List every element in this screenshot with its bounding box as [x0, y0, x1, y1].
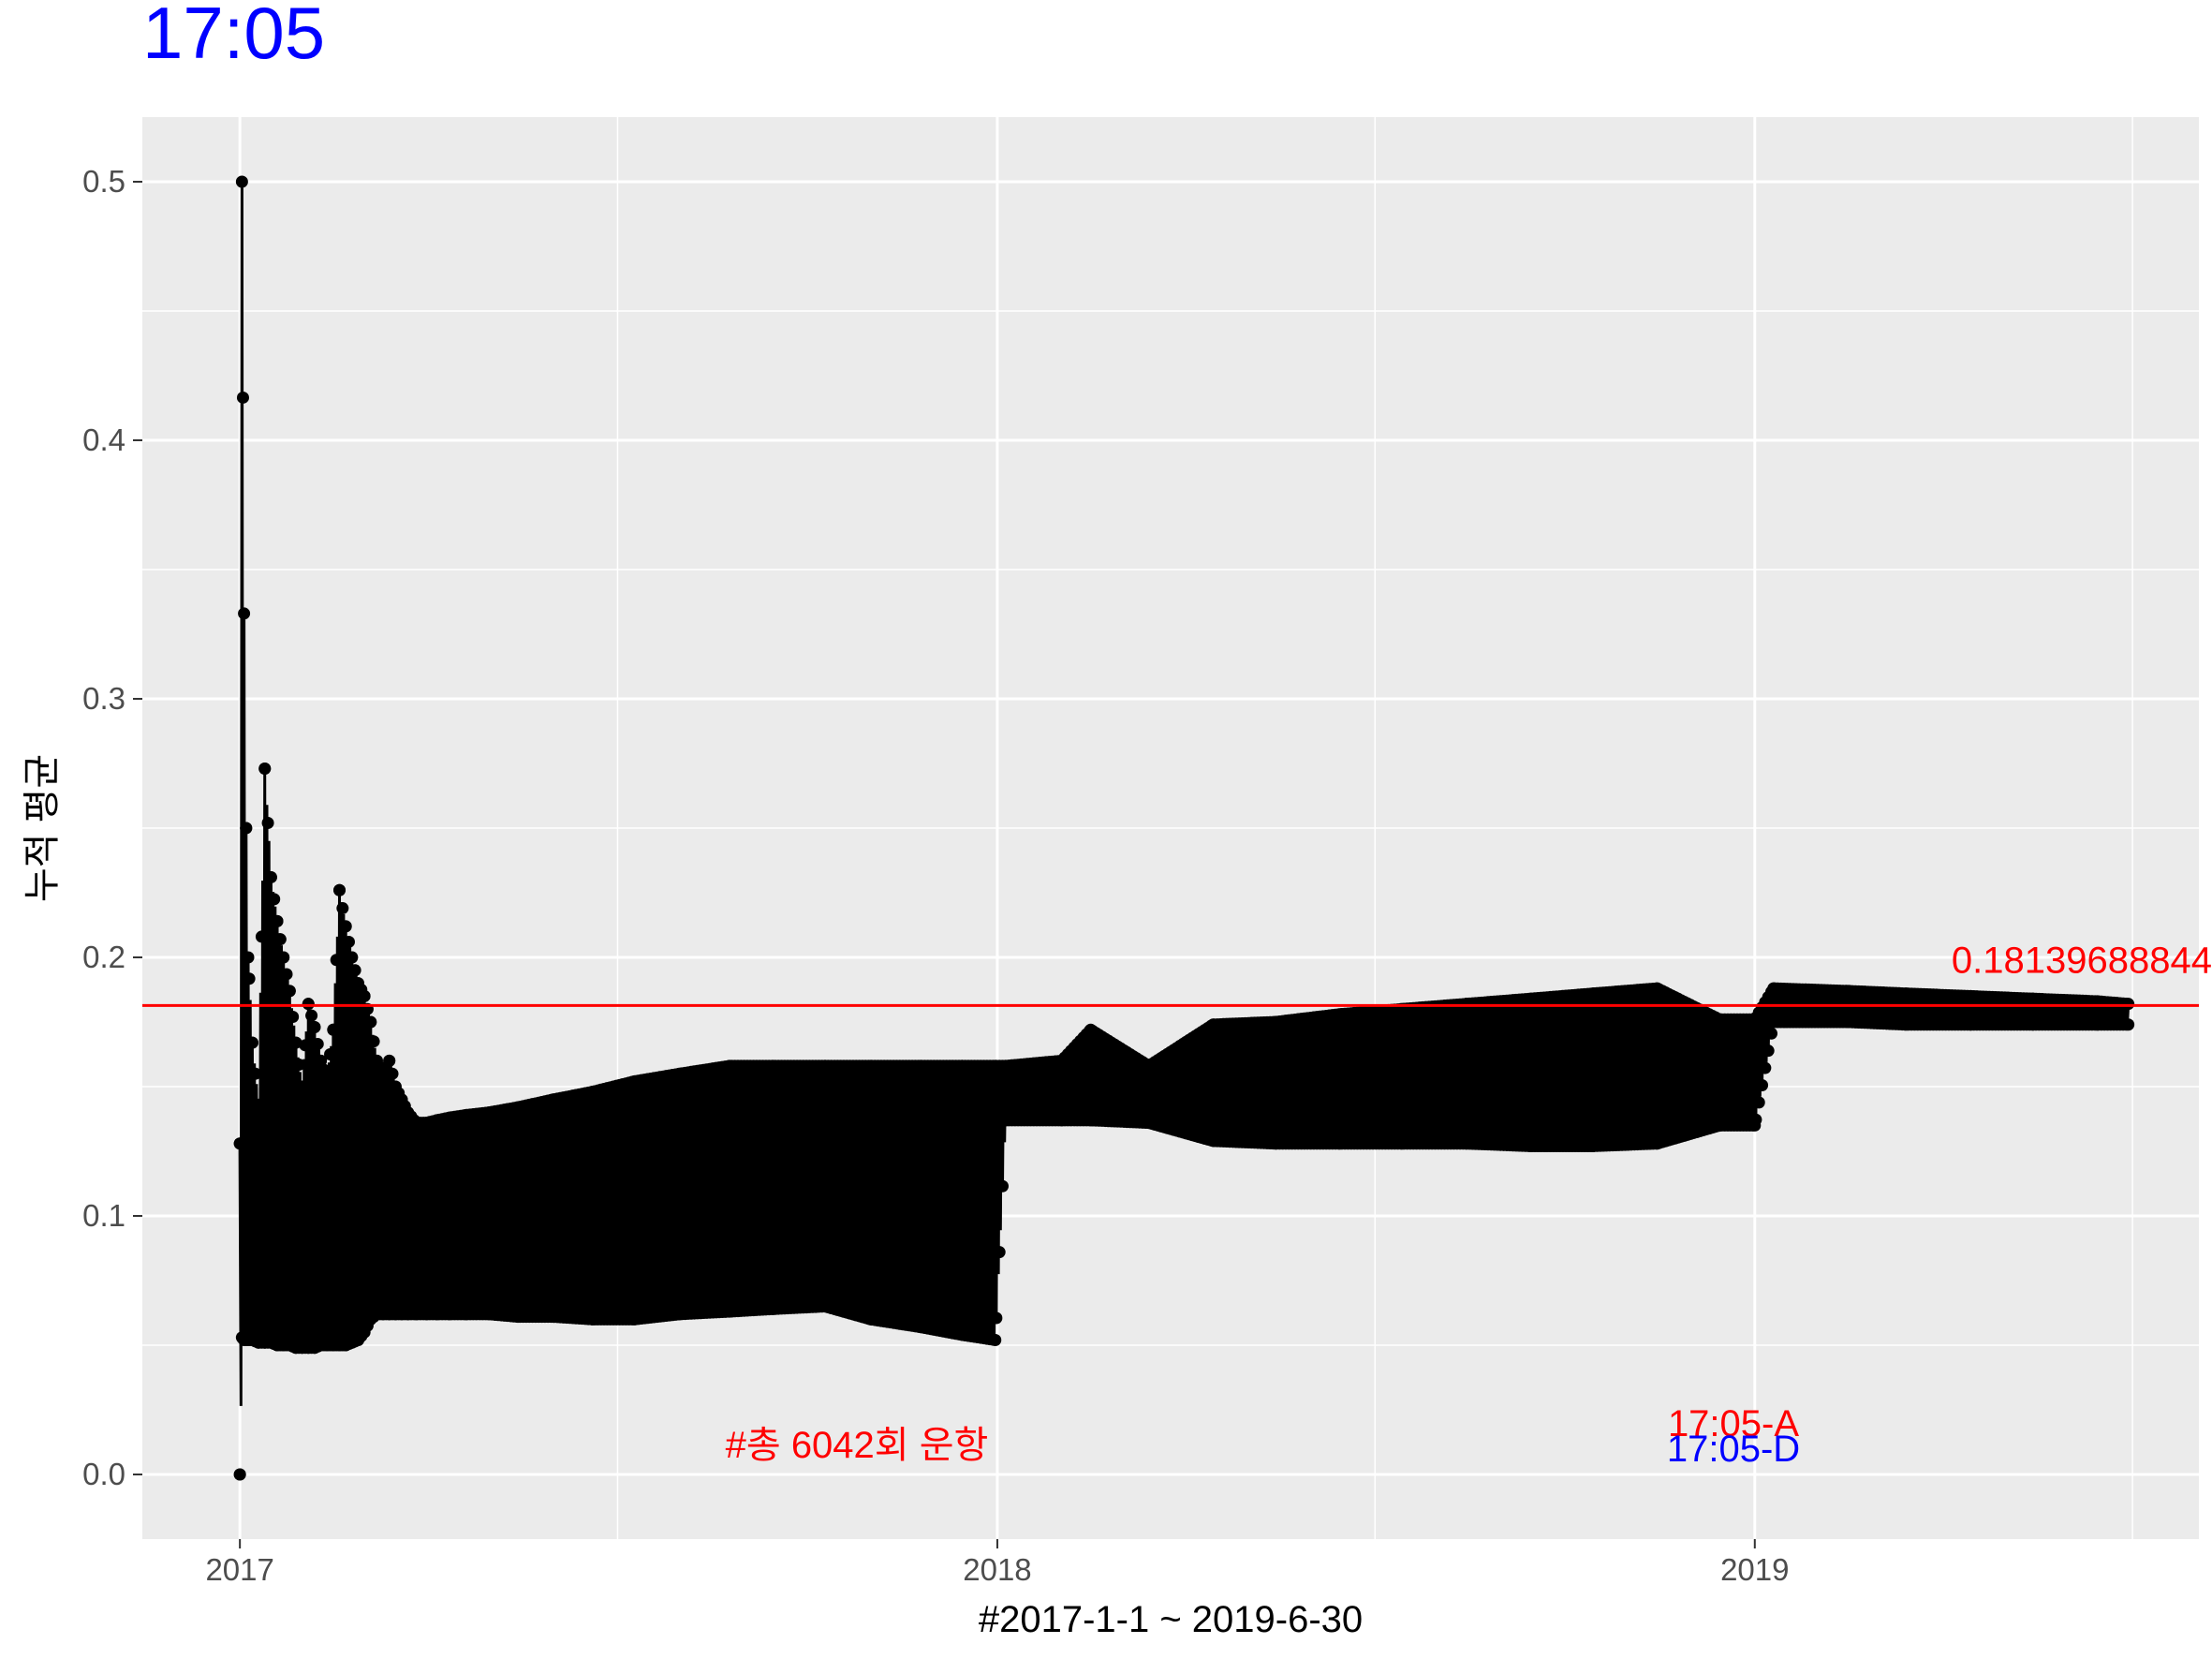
data-point — [268, 893, 281, 906]
data-point — [1752, 1096, 1765, 1109]
overall-mean-label: 0.18139688844 — [1952, 940, 2212, 981]
data-point — [990, 1311, 1003, 1325]
data-point — [364, 1015, 377, 1029]
axis-ticks — [133, 181, 1756, 1548]
chart-title: 17:05 — [142, 0, 325, 74]
data-point-high — [238, 607, 251, 620]
data-point — [2119, 997, 2132, 1010]
y-tick-label: 0.0 — [82, 1457, 125, 1491]
data-point — [305, 1009, 318, 1022]
data-point — [299, 1039, 312, 1052]
data-point — [320, 1073, 333, 1086]
data-point — [1749, 1113, 1762, 1126]
x-tick-label: 2018 — [963, 1552, 1031, 1587]
data-point — [993, 1246, 1006, 1259]
data-point — [342, 935, 355, 948]
total-runs-annotation: #총 6042회 운항 — [726, 1425, 989, 1466]
data-point — [255, 930, 268, 943]
data-point — [240, 822, 253, 835]
data-point — [324, 1048, 337, 1060]
data-point — [367, 1035, 380, 1048]
major-gridlines — [142, 117, 2199, 1539]
data-point — [339, 920, 352, 933]
tick-labels: 0.0 0.1 0.2 0.3 0.4 0.5 2017 2018 2019 — [82, 164, 1789, 1587]
x-axis-title: #2017-1-1 ~ 2019-6-30 — [979, 1599, 1363, 1640]
series-a-annotation: 17:05-A — [1668, 1403, 1799, 1444]
data-point — [233, 1137, 246, 1150]
data-point — [996, 1179, 1010, 1192]
data-point — [245, 1036, 258, 1049]
data-point — [277, 951, 290, 964]
data-point-high — [242, 951, 255, 964]
data-point — [289, 1036, 302, 1049]
data-point — [280, 968, 293, 981]
data-point — [1762, 1044, 1775, 1058]
y-tick-label: 0.1 — [82, 1198, 125, 1233]
series-d-annotation: 17:05-D — [1667, 1429, 1800, 1470]
data-point — [249, 1067, 262, 1080]
y-tick-label: 0.3 — [82, 681, 125, 716]
data-point — [1765, 1027, 1778, 1040]
data-point — [336, 902, 349, 915]
data-point — [386, 1067, 399, 1080]
y-tick-label: 0.4 — [82, 422, 125, 457]
series-layer — [233, 175, 2135, 1481]
y-axis-title: 누적 평균 — [22, 754, 63, 902]
data-point — [271, 914, 284, 927]
data-point — [327, 1023, 340, 1036]
data-point — [333, 883, 347, 896]
mean-layer: 0.18139688844 — [142, 940, 2212, 1007]
y-tick-label: 0.2 — [82, 940, 125, 974]
x-tick-label: 2019 — [1720, 1552, 1789, 1587]
data-point — [283, 985, 296, 998]
data-point — [243, 972, 256, 985]
y-tick-label: 0.5 — [82, 164, 125, 199]
x-tick-label: 2017 — [205, 1552, 273, 1587]
data-point — [296, 1080, 309, 1093]
data-point — [383, 1054, 396, 1067]
data-point — [1756, 1078, 1769, 1091]
data-point — [236, 391, 249, 404]
data-point — [346, 951, 359, 964]
data-point — [311, 1037, 324, 1050]
data-point — [358, 989, 371, 1002]
data-point — [1759, 1061, 1772, 1074]
data-point — [264, 870, 277, 883]
data-point — [261, 816, 274, 829]
data-point — [308, 1021, 321, 1034]
data-point — [302, 998, 315, 1011]
data-point — [233, 1468, 246, 1481]
data-point — [330, 954, 343, 967]
data-point — [292, 1059, 305, 1072]
data-point — [252, 1098, 265, 1111]
data-point — [2119, 1018, 2132, 1031]
data-point — [287, 1010, 300, 1023]
data-point — [987, 1333, 1000, 1346]
data-point — [258, 763, 272, 776]
data-point-high — [235, 175, 248, 188]
data-point — [273, 933, 287, 946]
data-point — [348, 964, 361, 977]
